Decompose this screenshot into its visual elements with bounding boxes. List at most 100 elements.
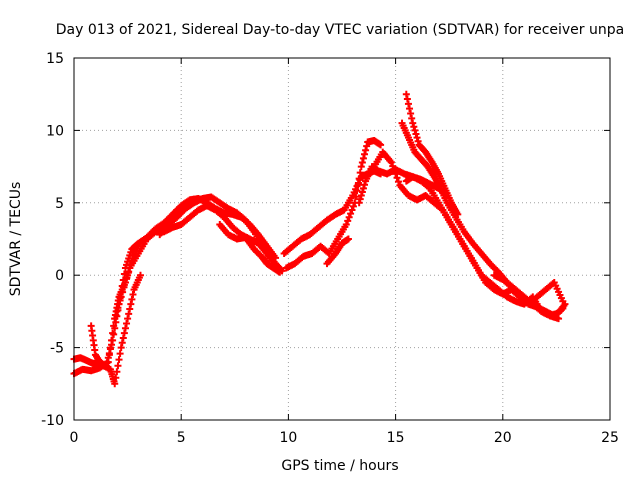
data-point	[404, 100, 412, 108]
data-point	[361, 150, 369, 158]
data-series	[282, 137, 385, 272]
data-point	[134, 242, 142, 250]
data-point	[114, 362, 122, 370]
data-point	[358, 188, 366, 196]
data-point	[347, 210, 355, 218]
x-tick-label: 5	[177, 430, 186, 446]
data-point	[353, 187, 361, 195]
x-tick-label: 10	[279, 430, 297, 446]
data-point	[112, 318, 120, 326]
data-point	[359, 154, 367, 162]
data-point	[392, 170, 400, 178]
data-point	[125, 268, 133, 276]
data-point	[387, 158, 395, 166]
data-point	[406, 105, 414, 113]
data-point	[377, 141, 385, 149]
data-series	[216, 221, 284, 276]
data-point	[414, 137, 422, 145]
data-point	[127, 260, 135, 268]
x-tick-label: 25	[601, 430, 619, 446]
data-point	[116, 350, 124, 358]
y-tick-label: 15	[46, 51, 64, 67]
data-point	[356, 195, 364, 203]
data-point	[123, 319, 131, 327]
data-point	[113, 368, 121, 376]
y-tick-label: -5	[50, 341, 64, 357]
data-point	[408, 114, 416, 122]
data-point	[394, 178, 402, 186]
data-point	[407, 110, 415, 118]
data-point	[454, 210, 462, 218]
x-axis-title: GPS time / hours	[281, 458, 398, 474]
data-point	[127, 300, 135, 308]
data-series	[111, 242, 142, 323]
data-point	[126, 264, 134, 272]
data-point	[359, 184, 367, 192]
data-point	[348, 206, 356, 214]
data-point	[112, 374, 120, 382]
data-point	[349, 202, 357, 210]
data-point	[105, 351, 113, 359]
data-point	[356, 169, 364, 177]
y-tick-label: 5	[55, 196, 64, 212]
data-point	[357, 192, 365, 200]
data-point	[342, 221, 350, 229]
y-tick-label: -10	[41, 413, 64, 429]
grid	[74, 58, 610, 420]
data-point	[411, 126, 419, 134]
data-point	[362, 146, 370, 154]
data-point	[121, 278, 129, 286]
axis-ticks: 0 5 10 15 20 25 -10 -5 0 5 10 15	[41, 51, 619, 446]
data-point	[124, 315, 132, 323]
y-tick-label: 10	[46, 123, 64, 139]
data-series	[323, 235, 352, 268]
data-point	[361, 181, 369, 189]
x-tick-label: 20	[494, 430, 512, 446]
data-point	[123, 275, 131, 283]
data-point	[355, 199, 363, 207]
y-axis-title: SDTVAR / TECUs	[8, 182, 24, 297]
data-marks	[70, 90, 569, 388]
x-tick-label: 0	[70, 430, 79, 446]
data-point	[119, 334, 127, 342]
data-point	[363, 142, 371, 150]
x-tick-label: 15	[387, 430, 405, 446]
data-point	[126, 305, 134, 313]
data-point	[352, 193, 360, 201]
data-series	[156, 193, 275, 265]
data-point	[108, 336, 116, 344]
data-point	[402, 90, 410, 98]
data-point	[109, 329, 117, 337]
data-point	[117, 344, 125, 352]
data-point	[128, 295, 136, 303]
data-point	[354, 181, 362, 189]
chart-title: Day 013 of 2021, Sidereal Day-to-day VTE…	[56, 22, 624, 38]
y-tick-label: 0	[55, 268, 64, 284]
data-point	[389, 162, 397, 170]
data-point	[390, 166, 398, 174]
data-point	[355, 175, 363, 183]
data-series	[370, 148, 567, 320]
data-point	[413, 134, 421, 142]
data-point	[559, 297, 567, 305]
data-point	[410, 123, 418, 131]
data-point	[357, 163, 365, 171]
data-point	[120, 329, 128, 337]
data-point	[393, 174, 401, 182]
data-point	[106, 344, 114, 352]
data-point	[124, 271, 132, 279]
data-point	[118, 339, 126, 347]
data-point	[345, 213, 353, 221]
data-point	[129, 291, 137, 299]
data-series	[87, 271, 144, 388]
data-point	[403, 95, 411, 103]
data-point	[409, 119, 417, 127]
data-point	[121, 324, 129, 332]
data-point	[111, 380, 119, 388]
data-series	[402, 173, 451, 200]
data-point	[344, 217, 352, 225]
data-point	[125, 310, 133, 318]
data-point	[358, 158, 366, 166]
